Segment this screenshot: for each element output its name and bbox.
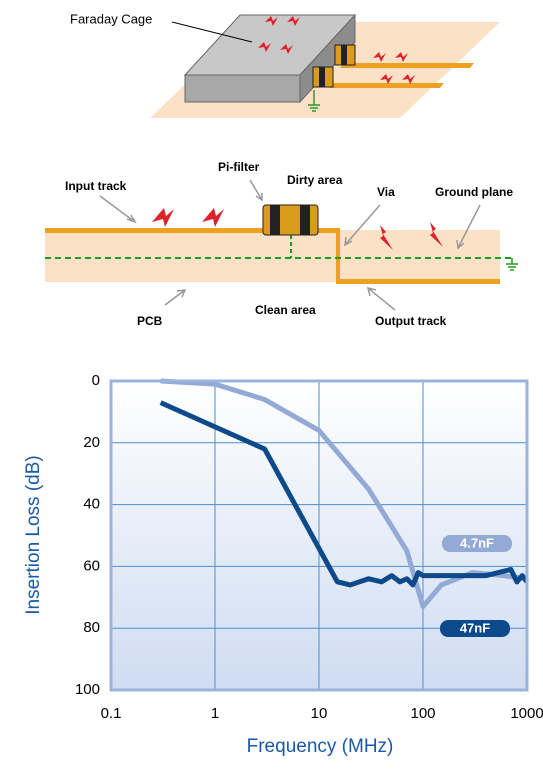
via	[336, 228, 340, 282]
arrow	[100, 196, 135, 222]
x-axis-title: Frequency (MHz)	[247, 736, 394, 757]
label: Ground plane	[435, 185, 513, 199]
pcb-diagram: Input track Pi-filter Dirty area Via Gro…	[45, 160, 518, 328]
x-tick-label: 100	[410, 705, 435, 722]
label: Input track	[65, 179, 127, 193]
page: Faraday Cage Input track Pi-filter Dirty…	[0, 0, 543, 771]
figure: Faraday Cage Input track Pi-filter Dirty…	[0, 0, 543, 766]
y-tick-label: 40	[83, 496, 100, 513]
filter-band	[270, 205, 280, 235]
x-tick-label: 10	[311, 705, 328, 722]
label: Faraday Cage	[70, 11, 152, 26]
label: Clean area	[255, 303, 316, 317]
track	[340, 63, 474, 68]
series-label: 4.7nF	[460, 535, 494, 550]
track	[330, 83, 444, 88]
cage-illustration: Faraday Cage	[70, 11, 500, 118]
bolt	[202, 208, 224, 227]
arrow	[250, 180, 262, 200]
series-label: 47nF	[460, 620, 490, 635]
filter-band	[319, 67, 325, 87]
x-tick-label: 1	[211, 705, 219, 722]
y-tick-label: 60	[83, 557, 100, 574]
label: Via	[377, 185, 395, 199]
pcb	[45, 230, 500, 282]
label: Pi-filter	[218, 160, 260, 174]
x-tick-label: 1000	[510, 705, 543, 722]
y-axis-title: Insertion Loss (dB)	[23, 455, 44, 614]
y-tick-label: 100	[75, 681, 100, 698]
output-track	[336, 279, 500, 284]
ground-symbol	[506, 258, 518, 270]
y-tick-label: 0	[92, 372, 100, 389]
label: PCB	[137, 314, 163, 328]
label: Output track	[375, 314, 447, 328]
arrow	[165, 290, 185, 305]
y-tick-label: 80	[83, 619, 100, 636]
label: Dirty area	[287, 173, 343, 187]
filter-band	[341, 45, 347, 65]
bolt	[152, 208, 174, 227]
y-tick-label: 20	[83, 434, 100, 451]
x-tick-label: 0.1	[101, 705, 122, 722]
filter-band	[300, 205, 310, 235]
cage-front	[185, 75, 300, 102]
arrow	[368, 288, 395, 310]
